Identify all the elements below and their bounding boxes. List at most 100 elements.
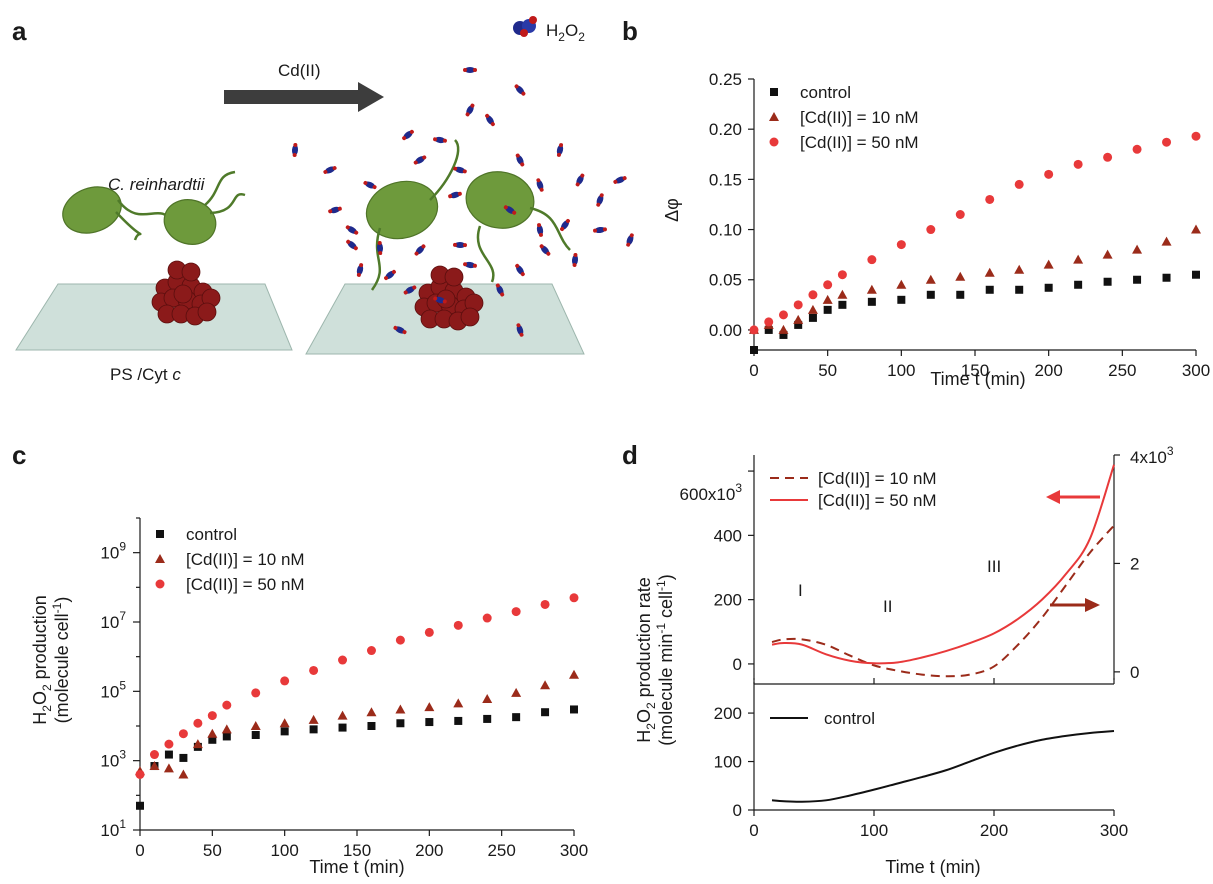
panel-c-xtick-label: 300 (560, 841, 588, 860)
panel-b-point (793, 315, 803, 324)
panel-b-xlabel: Time t (min) (930, 369, 1025, 389)
organism-label: C. reinhardtii (108, 175, 206, 194)
h2o2-molecule (625, 232, 636, 247)
h2o2-molecule (401, 128, 416, 141)
panel-c-ytick-label: 101 (100, 817, 126, 840)
panel-b-point (927, 291, 935, 299)
panel-c-xtick-label: 100 (270, 841, 298, 860)
panel-c-point (425, 718, 433, 726)
panel-b-legend-marker (770, 88, 778, 96)
panel-b-point (1015, 286, 1023, 294)
panel-c-point (512, 713, 520, 721)
panel-b-point (1104, 278, 1112, 286)
panel-b-point (956, 210, 965, 219)
panel-b-legend-label: [Cd(II)] = 10 nM (800, 108, 919, 127)
panel-b-point (956, 291, 964, 299)
panel-c-legend-label: [Cd(II)] = 10 nM (186, 550, 305, 569)
panel-d-right-top-tick: 4x103 (1130, 444, 1174, 467)
h2o2-molecule (595, 192, 605, 207)
h2o2-molecule (558, 218, 571, 233)
panel-b-point (986, 286, 994, 294)
panel-c-point (251, 721, 261, 730)
panel-d-upper-right-tick-label: 2 (1130, 554, 1139, 573)
panel-b-ytick-label: 0.10 (709, 221, 742, 240)
protein-cluster-right (415, 266, 483, 330)
panel-c-point (453, 698, 463, 707)
h2o2-molecule (412, 154, 427, 166)
panel-d-upper-right-tick-label: 0 (1130, 663, 1139, 682)
panel-c-point (165, 751, 173, 759)
panel-b-legend-marker (769, 112, 779, 121)
panel-c-point (310, 725, 318, 733)
panel-label-b: b (622, 16, 638, 46)
panel-b-ytick-label: 0.25 (709, 70, 742, 89)
panel-b-point (1044, 170, 1053, 179)
h2o2-molecule (535, 177, 545, 192)
panel-label-c: c (12, 440, 26, 470)
panel-c-point (541, 600, 550, 609)
panel-b-point (1014, 265, 1024, 274)
panel-b-point (823, 295, 833, 304)
panel-c-point (280, 676, 289, 685)
h2o2-molecule (513, 83, 527, 97)
panel-b-ytick-label: 0.00 (709, 321, 742, 340)
h2o2-molecule (292, 143, 299, 157)
panel-c-point (136, 802, 144, 810)
svg-text:H2O2 production rate: H2O2 production rate (634, 577, 658, 742)
panel-b-ytick-label: 0.20 (709, 120, 742, 139)
h2o2-molecule (556, 143, 565, 158)
panel-c-point (136, 770, 145, 779)
panel-b-point (897, 240, 906, 249)
panel-c-point (280, 718, 290, 727)
panel-c-chart: 0 50 100 150 200 250 300101103105107109 contro… (30, 518, 588, 877)
panel-d-ylabel: H2O2 production rate (molecule min-1 cel… (634, 574, 676, 745)
panel-c-legend-label: [Cd(II)] = 50 nM (186, 575, 305, 594)
panel-c-point (512, 607, 521, 616)
region-label-iii: III (987, 557, 1001, 576)
panel-c-point (338, 711, 348, 720)
panel-c-point (425, 628, 434, 637)
panel-b-point (1163, 274, 1171, 282)
panel-b-point (764, 317, 773, 326)
panel-c-point (483, 614, 492, 623)
slide-left (16, 284, 292, 350)
panel-b-point (926, 225, 935, 234)
panel-b-point (867, 285, 877, 294)
panel-d-xtick-label: 300 (1100, 821, 1128, 840)
panel-c-ylabel: H2O2 production (molecule cell-1) (30, 595, 72, 724)
panel-label-a: a (12, 16, 27, 46)
panel-b-point (808, 305, 818, 314)
panel-c-xlabel: Time t (min) (309, 857, 404, 877)
panel-b-xtick-label: 100 (887, 361, 915, 380)
h2o2-molecule (593, 226, 608, 234)
panel-b-point (838, 270, 847, 279)
panel-b-point (1192, 271, 1200, 279)
panel-c-point (281, 727, 289, 735)
panel-c-point (164, 763, 174, 772)
panel-b-point (1132, 245, 1142, 254)
svg-text:(molecule min-1 cell-1): (molecule min-1 cell-1) (654, 574, 676, 745)
h2o2-molecule (612, 175, 627, 186)
panel-d-lower-tick-label: 0 (733, 801, 742, 820)
panel-d-xtick-label: 0 (749, 821, 758, 840)
panel-b-xtick-label: 0 (749, 361, 758, 380)
panel-d-control-line (772, 731, 1114, 802)
panel-b-point (1162, 138, 1171, 147)
panel-c-point (570, 705, 578, 713)
panel-b-point (985, 195, 994, 204)
panel-b-xtick-label: 300 (1182, 361, 1210, 380)
panel-c-point (207, 729, 217, 738)
panel-b-point (955, 272, 965, 281)
panel-d-xtick-label: 100 (860, 821, 888, 840)
svg-text:(molecule cell-1): (molecule cell-1) (50, 597, 72, 724)
panel-d-left-top-tick: 600x103 (680, 481, 743, 504)
panel-b-xtick-label: 50 (818, 361, 837, 380)
panel-c-xtick-label: 250 (487, 841, 515, 860)
panel-c-point (252, 731, 260, 739)
panel-c-ytick-label: 105 (100, 678, 126, 701)
h2o2-molecule (514, 152, 526, 167)
panel-c-point (482, 694, 492, 703)
panel-c-xtick-label: 50 (203, 841, 222, 860)
panel-d-lower-tick-label: 200 (714, 704, 742, 723)
